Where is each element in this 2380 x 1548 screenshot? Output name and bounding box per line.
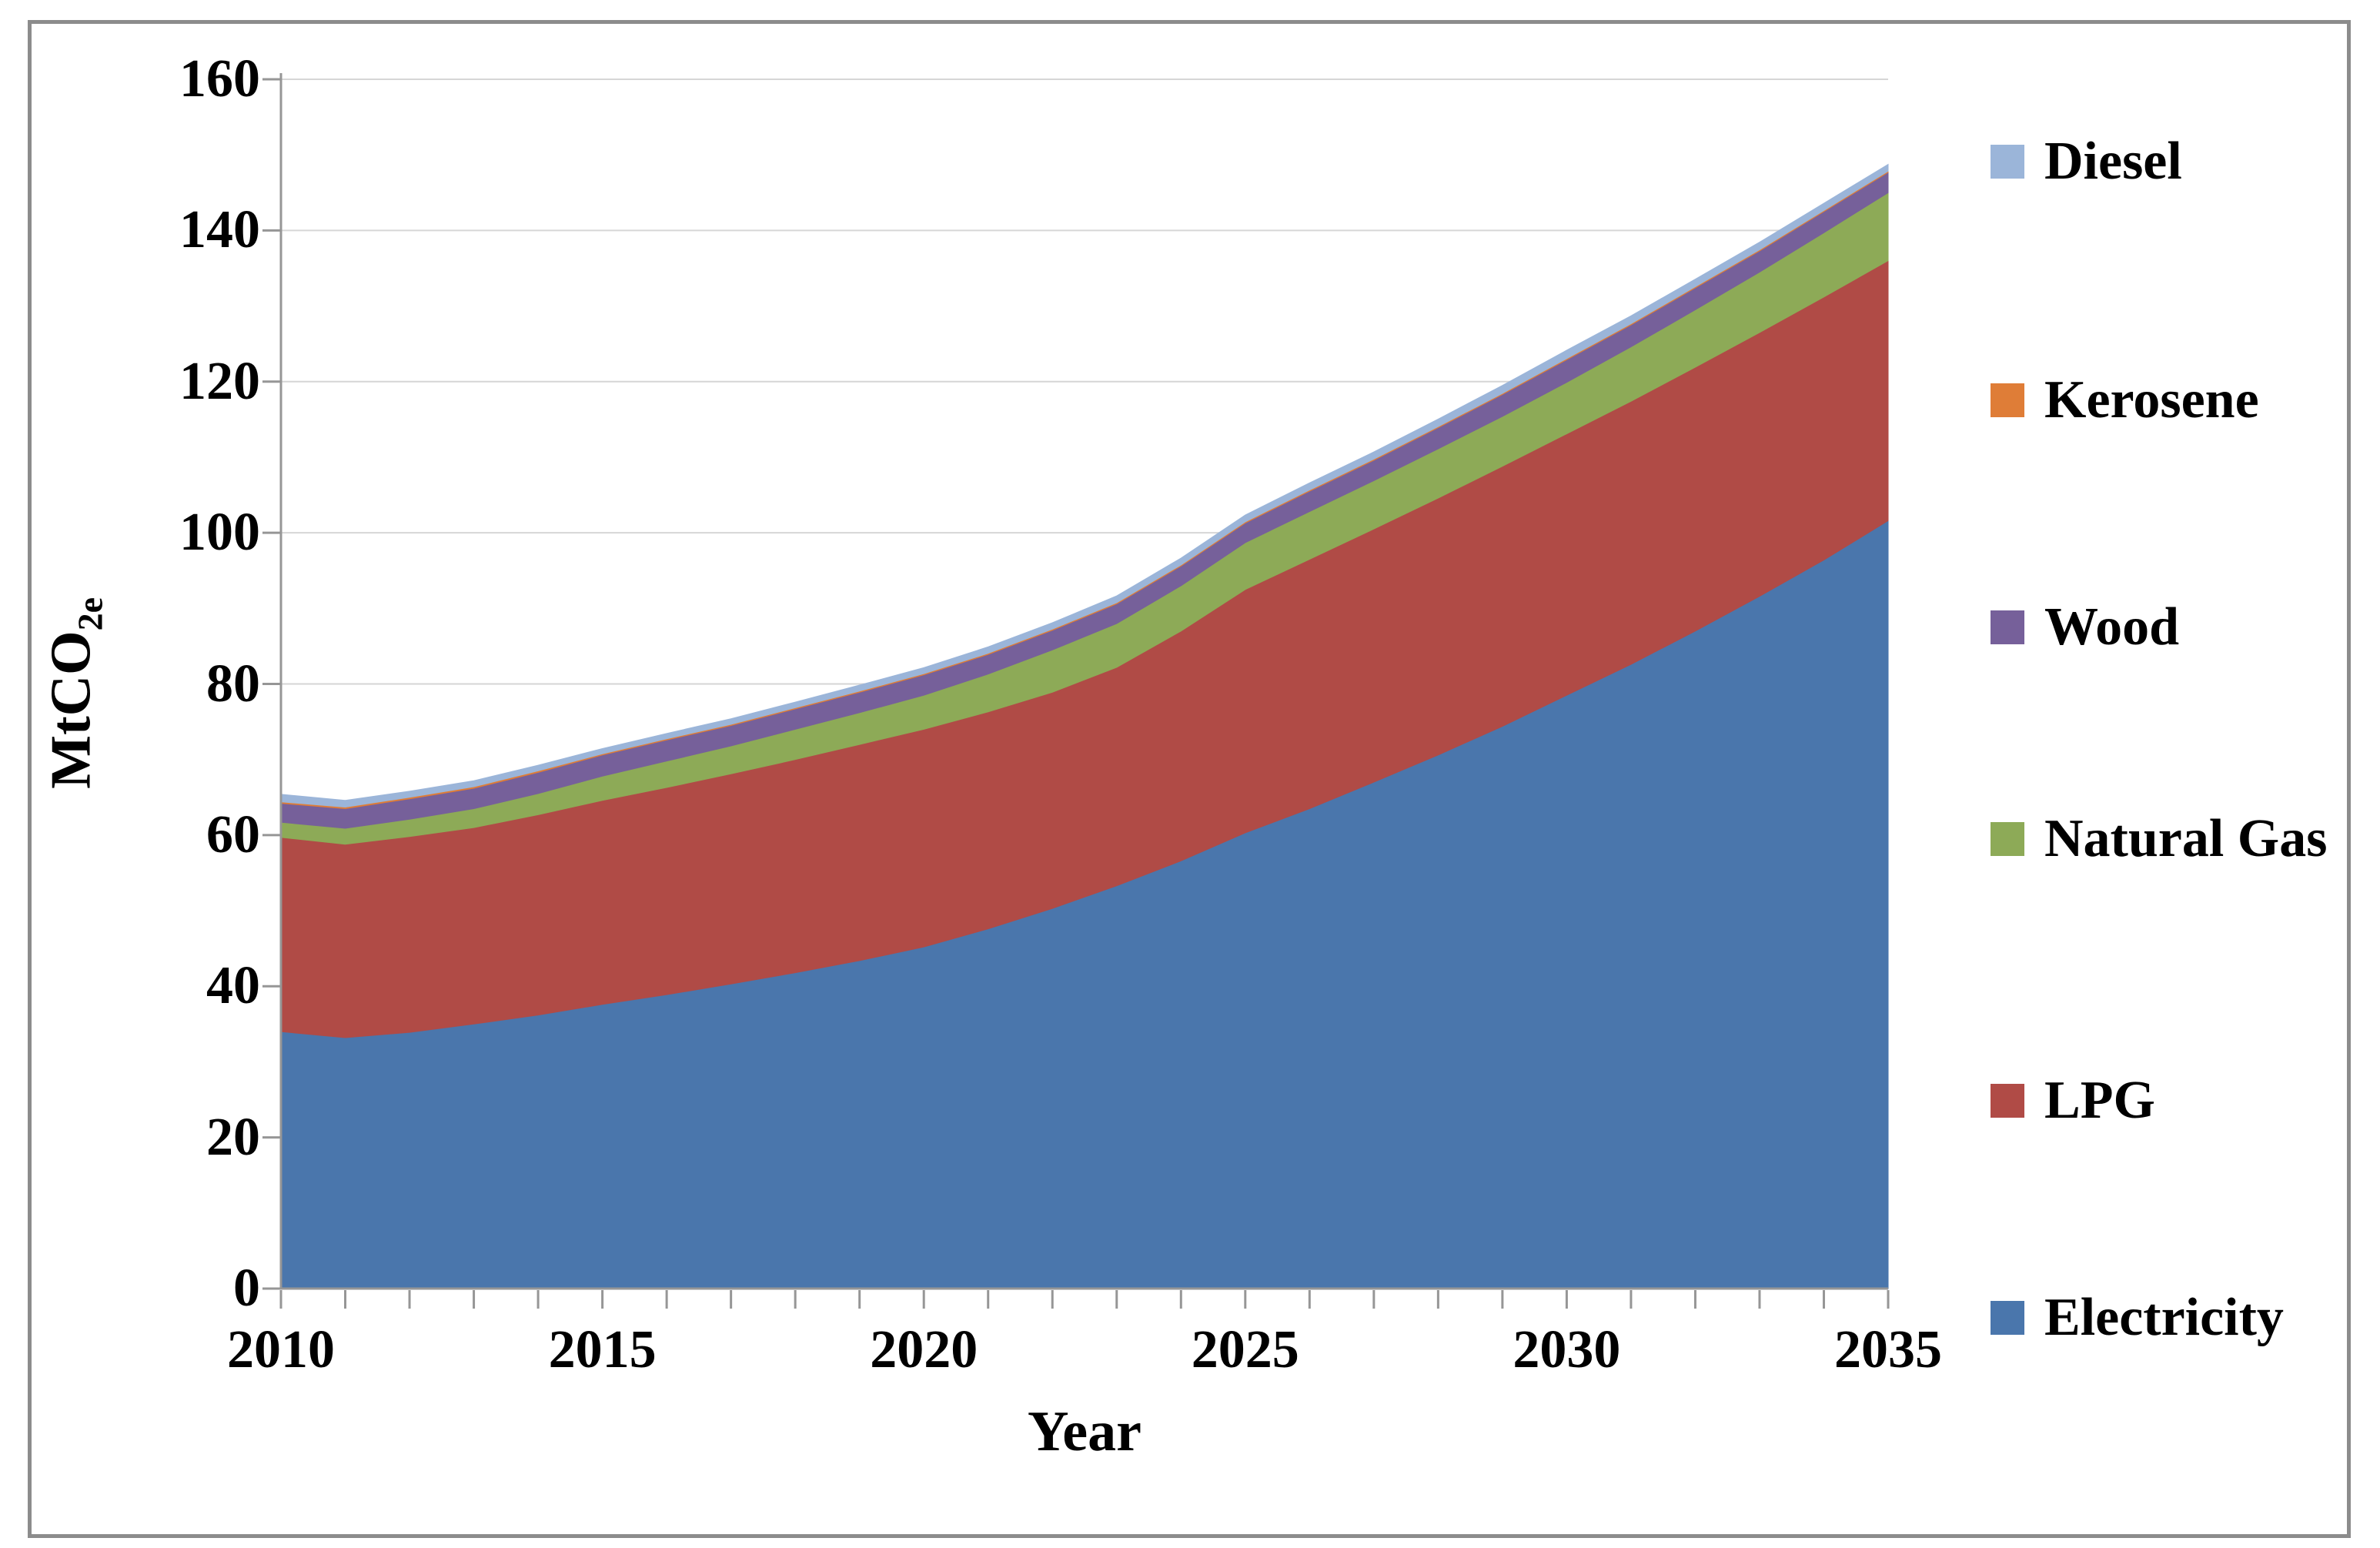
legend-item-natural-gas: Natural Gas	[1991, 804, 2328, 874]
y-axis-title-subscript: 2e	[70, 597, 110, 631]
legend-item-lpg: LPG	[1991, 1066, 2155, 1135]
y-axis-tick-label: 160	[179, 49, 260, 109]
legend-item-diesel: Diesel	[1991, 127, 2182, 196]
x-axis-tick-label: 2030	[1513, 1320, 1621, 1379]
figure-border	[28, 20, 2351, 1538]
legend-swatch-natural-gas	[1991, 822, 2024, 856]
y-axis-tick-label: 100	[179, 503, 260, 563]
x-axis-tick-label: 2035	[1834, 1320, 1942, 1379]
y-axis-tick-label: 60	[206, 804, 260, 864]
x-axis-tick-label: 2015	[548, 1320, 657, 1379]
y-axis-tick-label: 20	[206, 1107, 260, 1167]
legend-swatch-electricity	[1991, 1301, 2024, 1335]
legend-label: Electricity	[2044, 1288, 2284, 1347]
y-axis-tick-label: 120	[179, 351, 260, 411]
y-axis-tick-label: 80	[206, 654, 260, 714]
legend-label: Wood	[2044, 597, 2180, 657]
x-axis-tick-label: 2025	[1191, 1320, 1299, 1379]
legend-swatch-kerosene	[1991, 383, 2024, 417]
y-axis-tick-label: 0	[233, 1259, 260, 1318]
legend-swatch-lpg	[1991, 1084, 2024, 1118]
legend-item-kerosene: Kerosene	[1991, 366, 2259, 435]
legend-swatch-wood	[1991, 610, 2024, 644]
legend-label: Natural Gas	[2044, 809, 2328, 868]
legend-item-wood: Wood	[1991, 593, 2179, 662]
legend-label: Diesel	[2044, 132, 2182, 191]
legend-label: LPG	[2044, 1071, 2155, 1130]
legend-item-electricity: Electricity	[1991, 1283, 2284, 1352]
x-axis-title: Year	[1028, 1400, 1142, 1463]
y-axis-tick-label: 40	[206, 956, 260, 1016]
x-axis-tick-label: 2020	[870, 1320, 978, 1379]
x-axis-tick-label: 2010	[227, 1320, 335, 1379]
legend-swatch-diesel	[1991, 145, 2024, 179]
y-axis-title-main: MtCO	[39, 630, 103, 789]
y-axis-tick-label: 140	[179, 200, 260, 260]
legend-label: Kerosene	[2044, 370, 2259, 430]
y-axis-title: MtCO2e	[39, 500, 123, 885]
area-series-diesel	[280, 163, 1889, 808]
